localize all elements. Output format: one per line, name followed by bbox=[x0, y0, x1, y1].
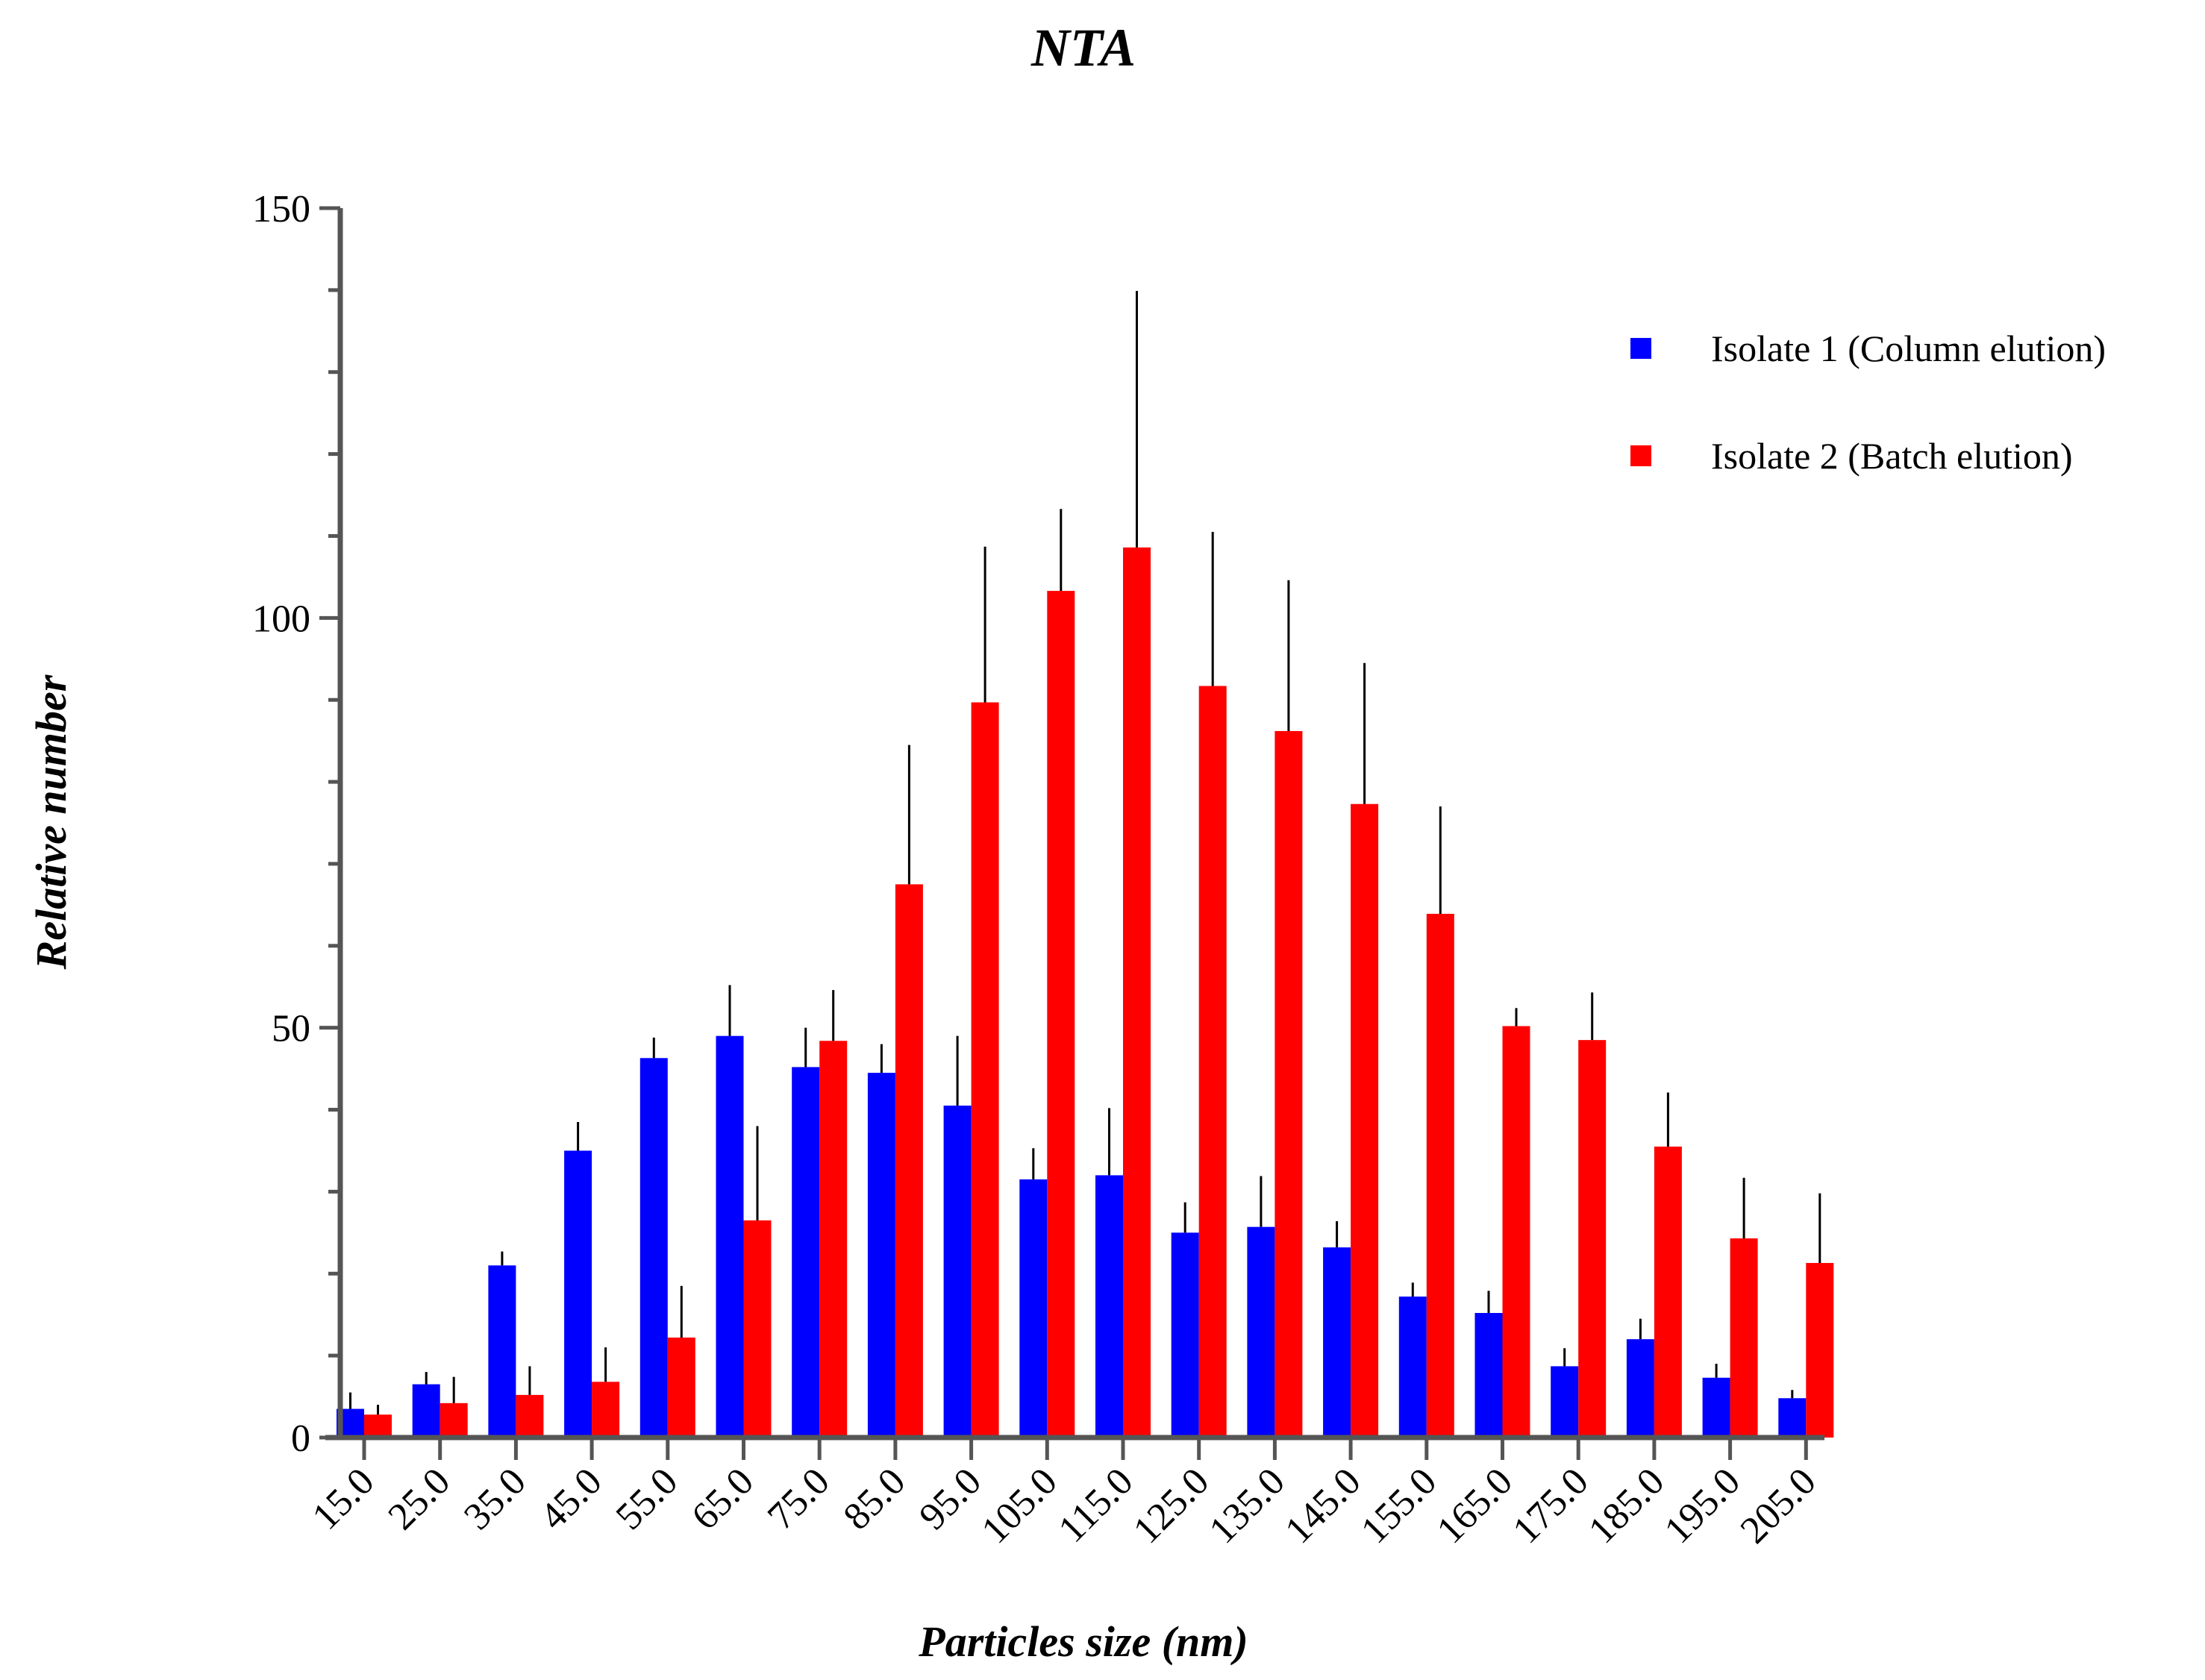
bar-series-2-95.0 bbox=[971, 702, 999, 1438]
legend-swatch-series-1 bbox=[1630, 338, 1651, 359]
x-tick-label-85.0: 85.0 bbox=[836, 1460, 914, 1538]
bar-series-1-45.0 bbox=[564, 1150, 592, 1438]
x-tick-label-45.0: 45.0 bbox=[532, 1460, 610, 1538]
bars-layer bbox=[337, 547, 1834, 1438]
x-tick-label-195.0: 195.0 bbox=[1657, 1460, 1748, 1552]
y-axis-label: Relative number bbox=[27, 674, 75, 970]
bar-series-2-205.0 bbox=[1806, 1262, 1834, 1438]
bar-series-2-125.0 bbox=[1198, 686, 1227, 1438]
chart-title: NTA bbox=[1030, 18, 1136, 78]
bar-series-1-155.0 bbox=[1398, 1297, 1427, 1438]
bar-series-1-135.0 bbox=[1247, 1226, 1275, 1438]
bar-series-2-135.0 bbox=[1274, 730, 1303, 1438]
x-tick-label-135.0: 135.0 bbox=[1201, 1460, 1293, 1552]
bar-series-1-145.0 bbox=[1323, 1247, 1351, 1438]
bar-series-2-25.0 bbox=[440, 1402, 468, 1438]
bar-series-2-15.0 bbox=[364, 1414, 392, 1438]
bar-series-1-125.0 bbox=[1171, 1232, 1199, 1438]
bar-series-2-195.0 bbox=[1730, 1238, 1758, 1438]
legend: Isolate 1 (Column elution) Isolate 2 (Bat… bbox=[1630, 327, 2106, 477]
bar-series-1-205.0 bbox=[1778, 1398, 1807, 1438]
bar-series-2-55.0 bbox=[667, 1337, 695, 1438]
bar-series-1-85.0 bbox=[867, 1073, 895, 1438]
x-tick-label-125.0: 125.0 bbox=[1125, 1460, 1217, 1552]
bar-series-1-95.0 bbox=[943, 1106, 972, 1438]
x-tick-label-145.0: 145.0 bbox=[1277, 1460, 1369, 1552]
bar-series-1-105.0 bbox=[1019, 1179, 1048, 1438]
bar-series-2-185.0 bbox=[1654, 1146, 1682, 1438]
bar-series-2-155.0 bbox=[1426, 913, 1454, 1438]
x-tick-label-185.0: 185.0 bbox=[1580, 1460, 1672, 1552]
bar-series-2-85.0 bbox=[895, 884, 923, 1438]
y-tick-label: 50 bbox=[272, 1008, 310, 1050]
legend-swatch-series-2 bbox=[1630, 445, 1651, 466]
bar-series-2-105.0 bbox=[1047, 591, 1075, 1438]
y-tick-label: 100 bbox=[252, 598, 310, 640]
x-tick-label-25.0: 25.0 bbox=[381, 1460, 459, 1538]
bar-series-1-185.0 bbox=[1626, 1339, 1654, 1438]
bar-series-1-175.0 bbox=[1551, 1366, 1579, 1438]
bar-series-1-165.0 bbox=[1474, 1313, 1503, 1438]
bar-series-1-35.0 bbox=[488, 1265, 516, 1438]
bar-series-2-175.0 bbox=[1578, 1040, 1607, 1438]
y-tick-label: 150 bbox=[252, 188, 310, 231]
x-tick-label-165.0: 165.0 bbox=[1429, 1460, 1521, 1552]
legend-label-series-2: Isolate 2 (Batch elution) bbox=[1711, 435, 2073, 477]
x-tick-label-205.0: 205.0 bbox=[1733, 1460, 1824, 1552]
y-tick-label: 0 bbox=[291, 1417, 310, 1460]
x-tick-label-35.0: 35.0 bbox=[456, 1460, 534, 1538]
bar-series-2-115.0 bbox=[1123, 547, 1151, 1438]
bar-series-2-165.0 bbox=[1502, 1026, 1530, 1438]
x-tick-label-175.0: 175.0 bbox=[1505, 1460, 1597, 1552]
bar-series-1-195.0 bbox=[1702, 1377, 1730, 1438]
bar-series-1-65.0 bbox=[716, 1035, 744, 1438]
error-bars-layer bbox=[349, 290, 1821, 1415]
bar-series-2-45.0 bbox=[592, 1382, 620, 1438]
x-tick-label-105.0: 105.0 bbox=[974, 1460, 1066, 1552]
bar-series-2-145.0 bbox=[1351, 803, 1379, 1438]
bar-series-1-55.0 bbox=[639, 1058, 668, 1438]
x-tick-label-65.0: 65.0 bbox=[684, 1460, 762, 1538]
bar-series-1-75.0 bbox=[792, 1067, 820, 1438]
legend-label-series-1: Isolate 1 (Column elution) bbox=[1711, 327, 2106, 369]
x-tick-label-155.0: 155.0 bbox=[1353, 1460, 1445, 1552]
x-tick-label-15.0: 15.0 bbox=[304, 1460, 383, 1538]
bar-series-2-75.0 bbox=[819, 1041, 848, 1438]
bar-series-2-35.0 bbox=[516, 1394, 544, 1438]
x-tick-label-75.0: 75.0 bbox=[760, 1460, 838, 1538]
x-tick-label-115.0: 115.0 bbox=[1051, 1460, 1142, 1551]
bar-series-1-115.0 bbox=[1095, 1175, 1123, 1438]
x-tick-label-55.0: 55.0 bbox=[608, 1460, 686, 1538]
x-axis-label: Particles size (nm) bbox=[918, 1617, 1248, 1666]
bar-series-1-25.0 bbox=[412, 1384, 440, 1438]
bar-series-2-65.0 bbox=[743, 1220, 772, 1438]
